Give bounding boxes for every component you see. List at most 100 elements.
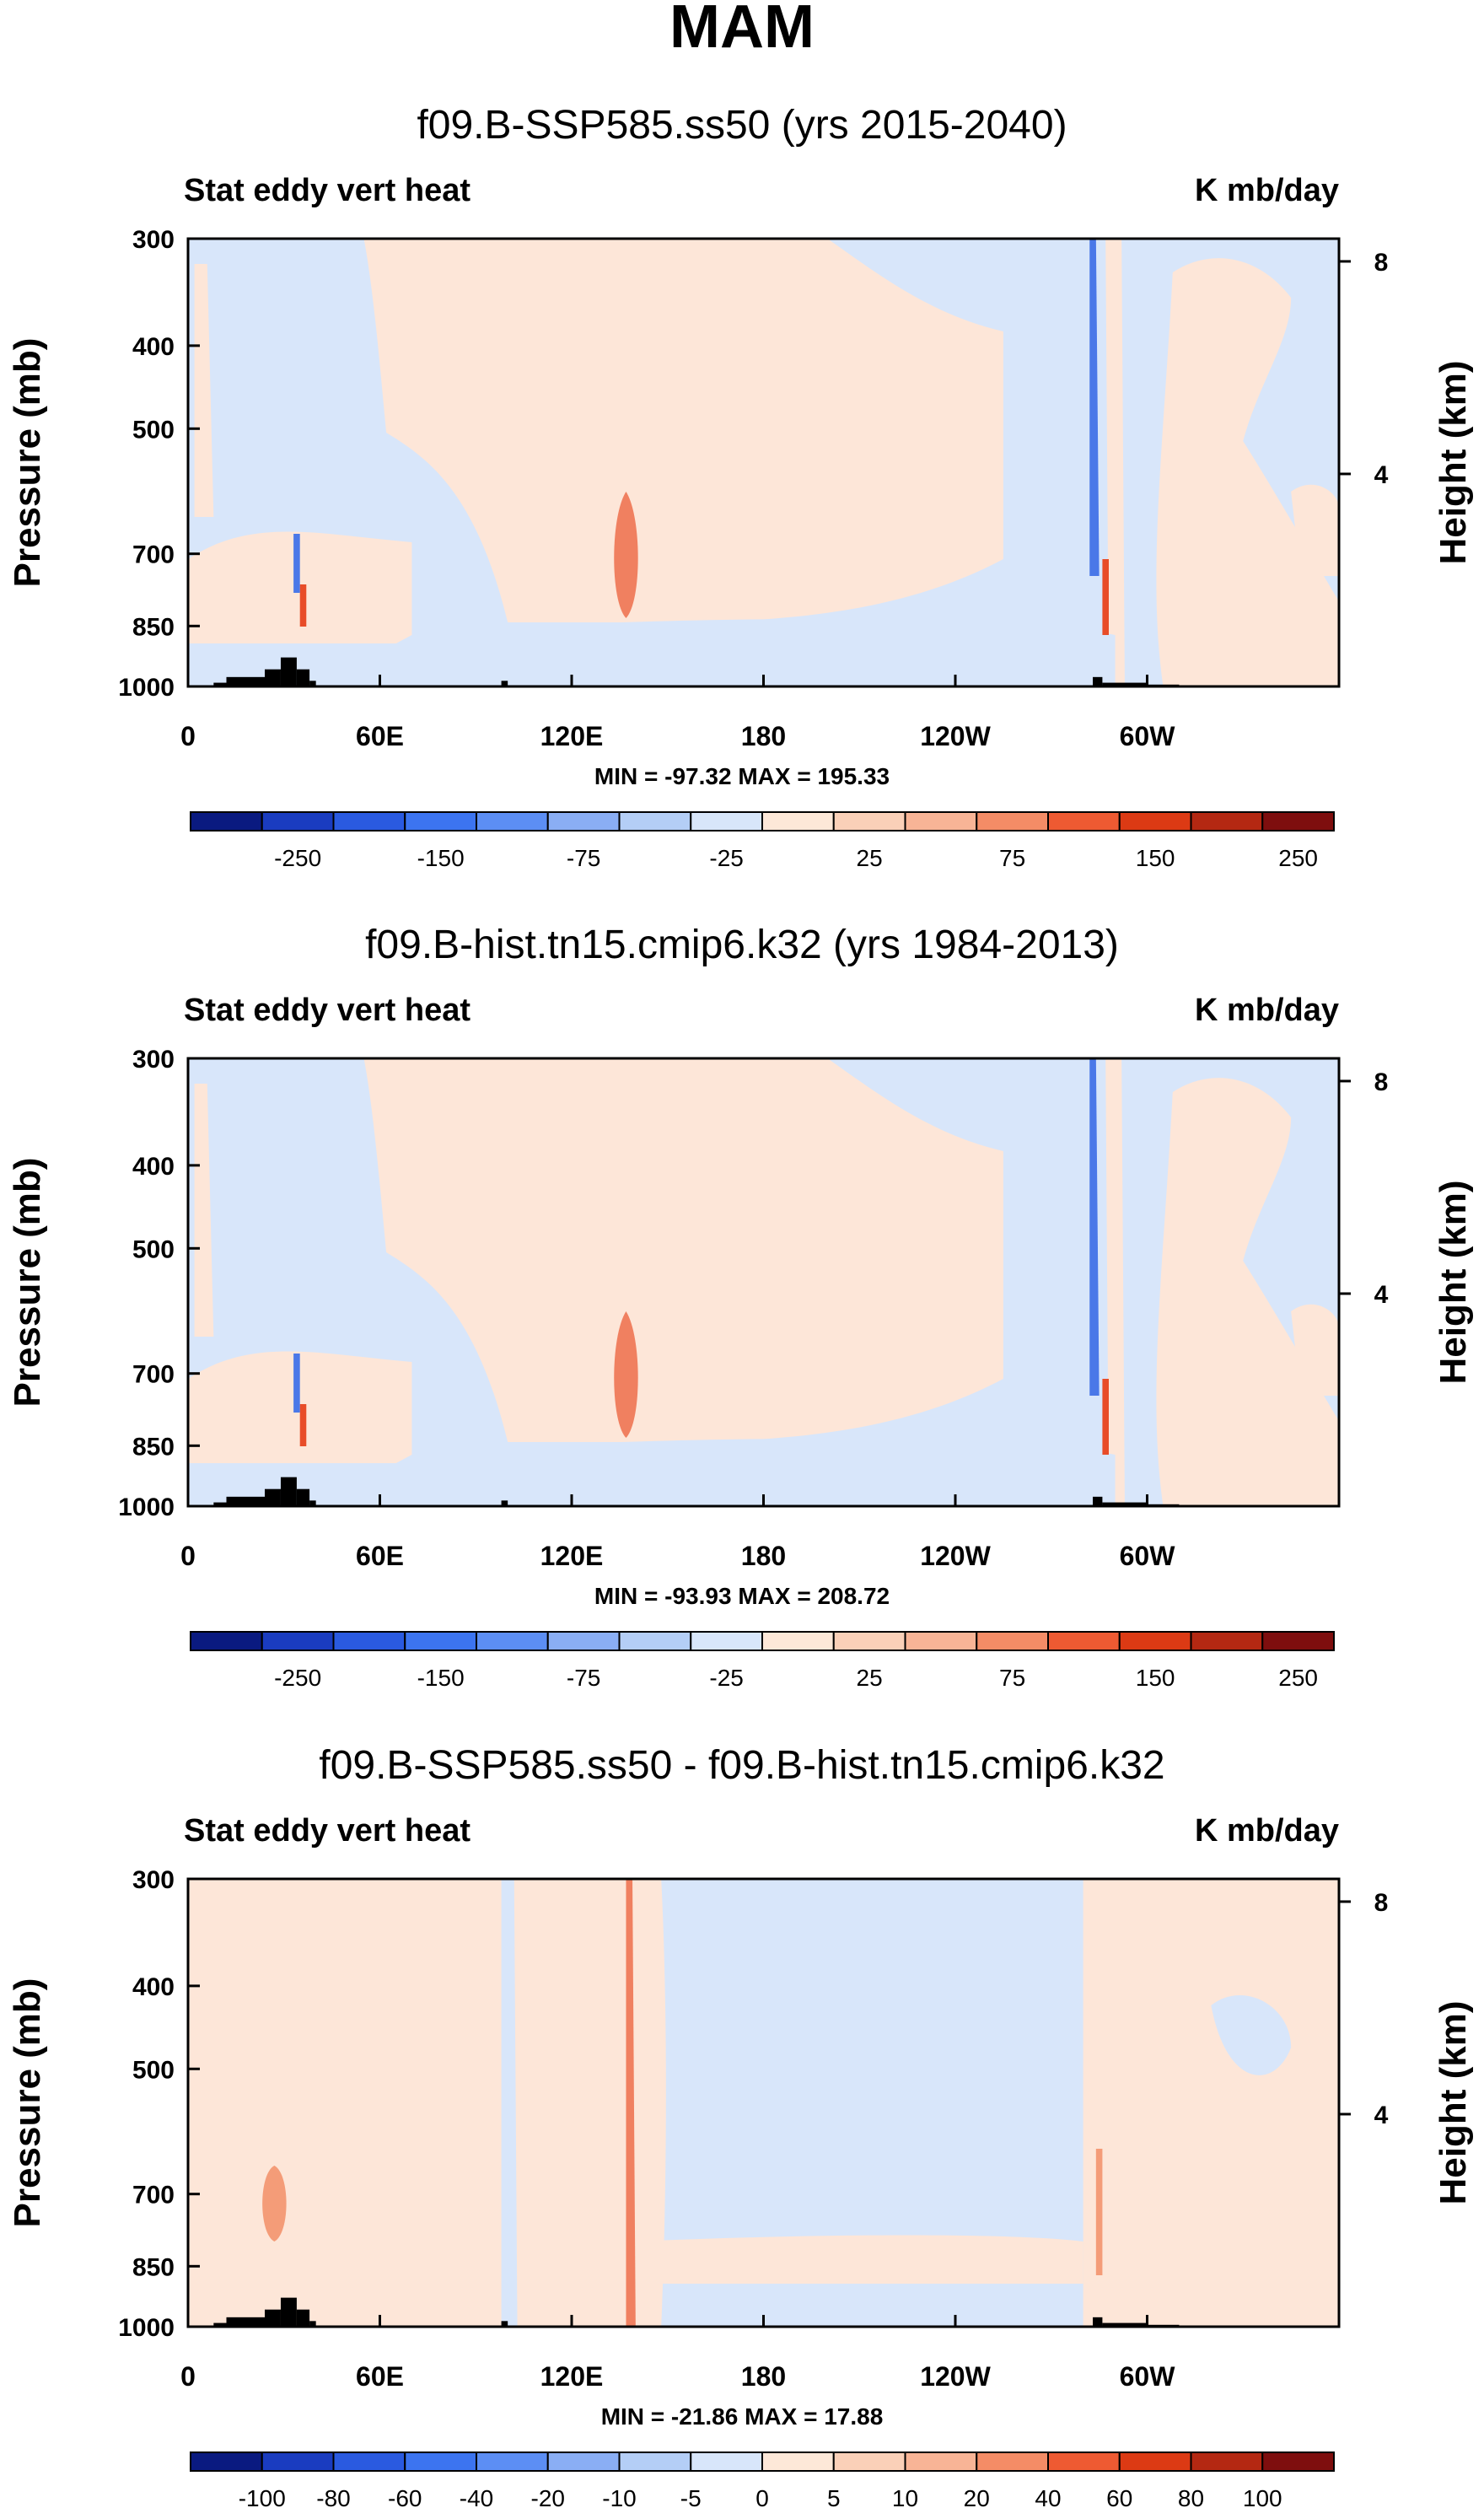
colorbar-box [904, 811, 978, 832]
terrain-block [309, 2321, 316, 2327]
colorbar-box [332, 1631, 406, 1651]
contour-region [299, 1404, 307, 1446]
y2-tick-label: 4 [1374, 2102, 1389, 2129]
colorbar-box [404, 1631, 477, 1651]
y-axis-label: Pressure (mb) [7, 338, 48, 588]
terrain-block [296, 1488, 310, 1506]
colorbar-label: -250 [274, 1665, 321, 1691]
colorbar-box [476, 2451, 549, 2472]
colorbar-box [546, 2451, 621, 2472]
left-label: Stat eddy vert heat [184, 1813, 470, 1849]
figure-title: MAM [669, 0, 815, 61]
contour-region [1211, 1995, 1292, 2075]
x-tick-label: 120W [920, 721, 991, 751]
colorbar-box [404, 811, 477, 832]
colorbar: -100 -80 -60 -40 -20 -10 -5 0 5 10 20 40 60 80 100 [190, 2451, 1335, 2508]
left-label: Stat eddy vert heat [184, 993, 470, 1028]
x-tick-label: 60E [356, 721, 404, 751]
x-tick-label: 180 [741, 1541, 786, 1571]
x-tick-label: 0 [180, 2361, 196, 2392]
colorbar-box [690, 811, 763, 832]
contour-region [194, 264, 214, 517]
contour-plot: 0 60E 120E 180 120W 60W 300 400 500 700 850 1000 4 8 P… [7, 226, 1474, 751]
terrain-block [1093, 2317, 1103, 2327]
x-tick-label: 120W [920, 1541, 991, 1571]
colorbar-label: 250 [1278, 845, 1318, 871]
terrain-block [1102, 2322, 1148, 2327]
contour-region [1156, 258, 1339, 686]
x-tick-label: 0 [180, 1541, 196, 1571]
x-tick-label: 180 [741, 2361, 786, 2392]
contour-region [501, 1879, 518, 2327]
colorbar-label: 40 [1035, 2485, 1061, 2508]
colorbar-box [1118, 2451, 1192, 2472]
colorbar-label: -75 [567, 845, 600, 871]
terrain-block [280, 657, 297, 686]
colorbar-box [1261, 811, 1335, 832]
colorbar-box [618, 1631, 692, 1651]
colorbar-box [190, 811, 263, 832]
x-tick-label: 60W [1120, 2361, 1176, 2392]
colorbar-box [261, 2451, 335, 2472]
colorbar-box [904, 2451, 978, 2472]
contour-region [293, 1354, 300, 1413]
contour-plot: 0 60E 120E 180 120W 60W 300 400 500 700 850 1000 4 8 P… [7, 1866, 1474, 2392]
contour-region [363, 239, 1003, 622]
terrain-block [296, 669, 310, 686]
right-label: K mb/day [1195, 1813, 1339, 1849]
colorbar-box [476, 811, 549, 832]
x-tick-label: 120E [540, 721, 604, 751]
stats-text: MIN = -21.86 MAX = 17.88 [601, 2403, 884, 2430]
y-tick-label: 400 [132, 333, 175, 361]
stats-text: MIN = -93.93 MAX = 208.72 [594, 1583, 890, 1609]
colorbar-box [1261, 2451, 1335, 2472]
terrain-block [265, 1488, 281, 1506]
y-tick-label: 1000 [118, 2314, 175, 2342]
terrain-block [309, 1500, 316, 1506]
contour-region [293, 534, 300, 593]
contour-region [1105, 239, 1125, 686]
terrain-block [501, 681, 508, 686]
colorbar-label: 150 [1136, 1665, 1175, 1691]
colorbar-label: 20 [964, 2485, 990, 2508]
contour-region [614, 1311, 638, 1438]
colorbar-box [832, 2451, 906, 2472]
colorbar-box [832, 1631, 906, 1651]
colorbar-box [618, 811, 692, 832]
contour-region [363, 1058, 1003, 1442]
terrain-block [1093, 1496, 1103, 1506]
colorbar-label: 25 [857, 845, 883, 871]
colorbar-box [1190, 1631, 1264, 1651]
colorbar-box [1261, 1631, 1335, 1651]
y-tick-label: 850 [132, 2253, 175, 2281]
colorbar-label: -150 [417, 1665, 465, 1691]
contour-region [635, 2235, 1083, 2284]
panel-title: f09.B-SSP585.ss50 (yrs 2015-2040) [417, 103, 1067, 148]
colorbar-label: 60 [1106, 2485, 1132, 2508]
terrain-block [280, 2297, 297, 2327]
contour-region [1156, 1078, 1339, 1506]
terrain-block [1102, 1502, 1148, 1506]
colorbar-box [476, 1631, 549, 1651]
colorbar-label: -80 [316, 2485, 350, 2508]
colorbar-label: 250 [1278, 1665, 1318, 1691]
colorbar-label: -25 [709, 845, 743, 871]
colorbar-box [690, 1631, 763, 1651]
terrain-block [1102, 682, 1148, 686]
stats-text: MIN = -97.32 MAX = 195.33 [594, 763, 890, 789]
y-tick-label: 500 [132, 1235, 175, 1263]
contour-region [1083, 1879, 1339, 2327]
x-tick-label: 180 [741, 721, 786, 751]
colorbar-label: -150 [417, 845, 465, 871]
contour-region [1089, 239, 1100, 576]
y2-tick-label: 4 [1374, 1281, 1389, 1309]
colorbar-label: 75 [999, 845, 1025, 871]
colorbar-label: 75 [999, 1665, 1025, 1691]
terrain-block [213, 682, 227, 686]
colorbar-box [976, 1631, 1049, 1651]
terrain-block [1093, 676, 1103, 686]
colorbar-box [261, 1631, 335, 1651]
colorbar-box [1118, 811, 1192, 832]
terrain-block [226, 676, 265, 686]
